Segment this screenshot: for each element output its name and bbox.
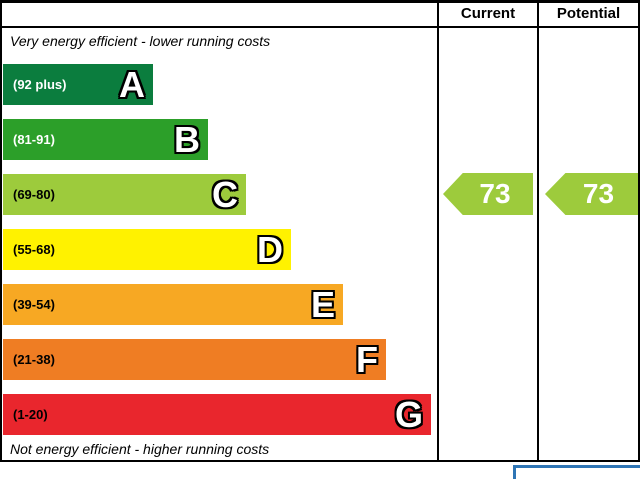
band-range-label-a: (92 plus): [13, 77, 67, 92]
band-row-f: (21-38) F: [3, 332, 437, 387]
band-letter-a: A: [119, 63, 145, 105]
band-row-a: (92 plus) A: [3, 57, 437, 112]
band-bar-a: (92 plus) A: [3, 64, 153, 105]
potential-rating-arrow: 73: [545, 173, 638, 215]
band-letter-f: F: [356, 338, 378, 380]
band-range-label-g: (1-20): [13, 407, 48, 422]
potential-column-divider: [537, 0, 539, 462]
band-row-d: (55-68) D: [3, 222, 437, 277]
right-border: [638, 0, 640, 462]
bottom-border: [0, 460, 640, 462]
current-rating-value: 73: [479, 178, 511, 209]
band-letter-c: C: [212, 173, 238, 215]
band-bar-e: (39-54) E: [3, 284, 343, 325]
band-letter-b: B: [174, 118, 200, 160]
band-bar-b: (81-91) B: [3, 119, 208, 160]
band-bar-d: (55-68) D: [3, 229, 291, 270]
header-divider: [0, 26, 640, 28]
band-range-label-d: (55-68): [13, 242, 55, 257]
band-rows: (92 plus) A (81-91) B (69-80) C (55-68) …: [3, 57, 437, 442]
band-row-e: (39-54) E: [3, 277, 437, 332]
current-column-divider: [437, 0, 439, 462]
potential-rating-value: 73: [582, 178, 615, 209]
band-range-label-e: (39-54): [13, 297, 55, 312]
band-bar-g: (1-20) G: [3, 394, 431, 435]
next-section-partial-border: [513, 465, 640, 479]
band-range-label-b: (81-91): [13, 132, 55, 147]
band-letter-e: E: [310, 283, 335, 325]
band-letter-g: G: [394, 393, 423, 435]
band-bar-f: (21-38) F: [3, 339, 386, 380]
band-range-label-f: (21-38): [13, 352, 55, 367]
band-letter-d: D: [257, 228, 283, 270]
potential-column-header: Potential: [556, 5, 621, 22]
current-column-header: Current: [460, 5, 516, 22]
band-range-label-c: (69-80): [13, 187, 55, 202]
band-bar-c: (69-80) C: [3, 174, 246, 215]
top-caption: Very energy efficient - lower running co…: [10, 33, 271, 49]
top-border: [0, 0, 640, 3]
current-rating-arrow: 73: [443, 173, 533, 215]
left-border: [0, 0, 2, 462]
band-row-b: (81-91) B: [3, 112, 437, 167]
bottom-caption: Not energy efficient - higher running co…: [10, 441, 270, 457]
band-row-g: (1-20) G: [3, 387, 437, 442]
band-row-c: (69-80) C: [3, 167, 437, 222]
